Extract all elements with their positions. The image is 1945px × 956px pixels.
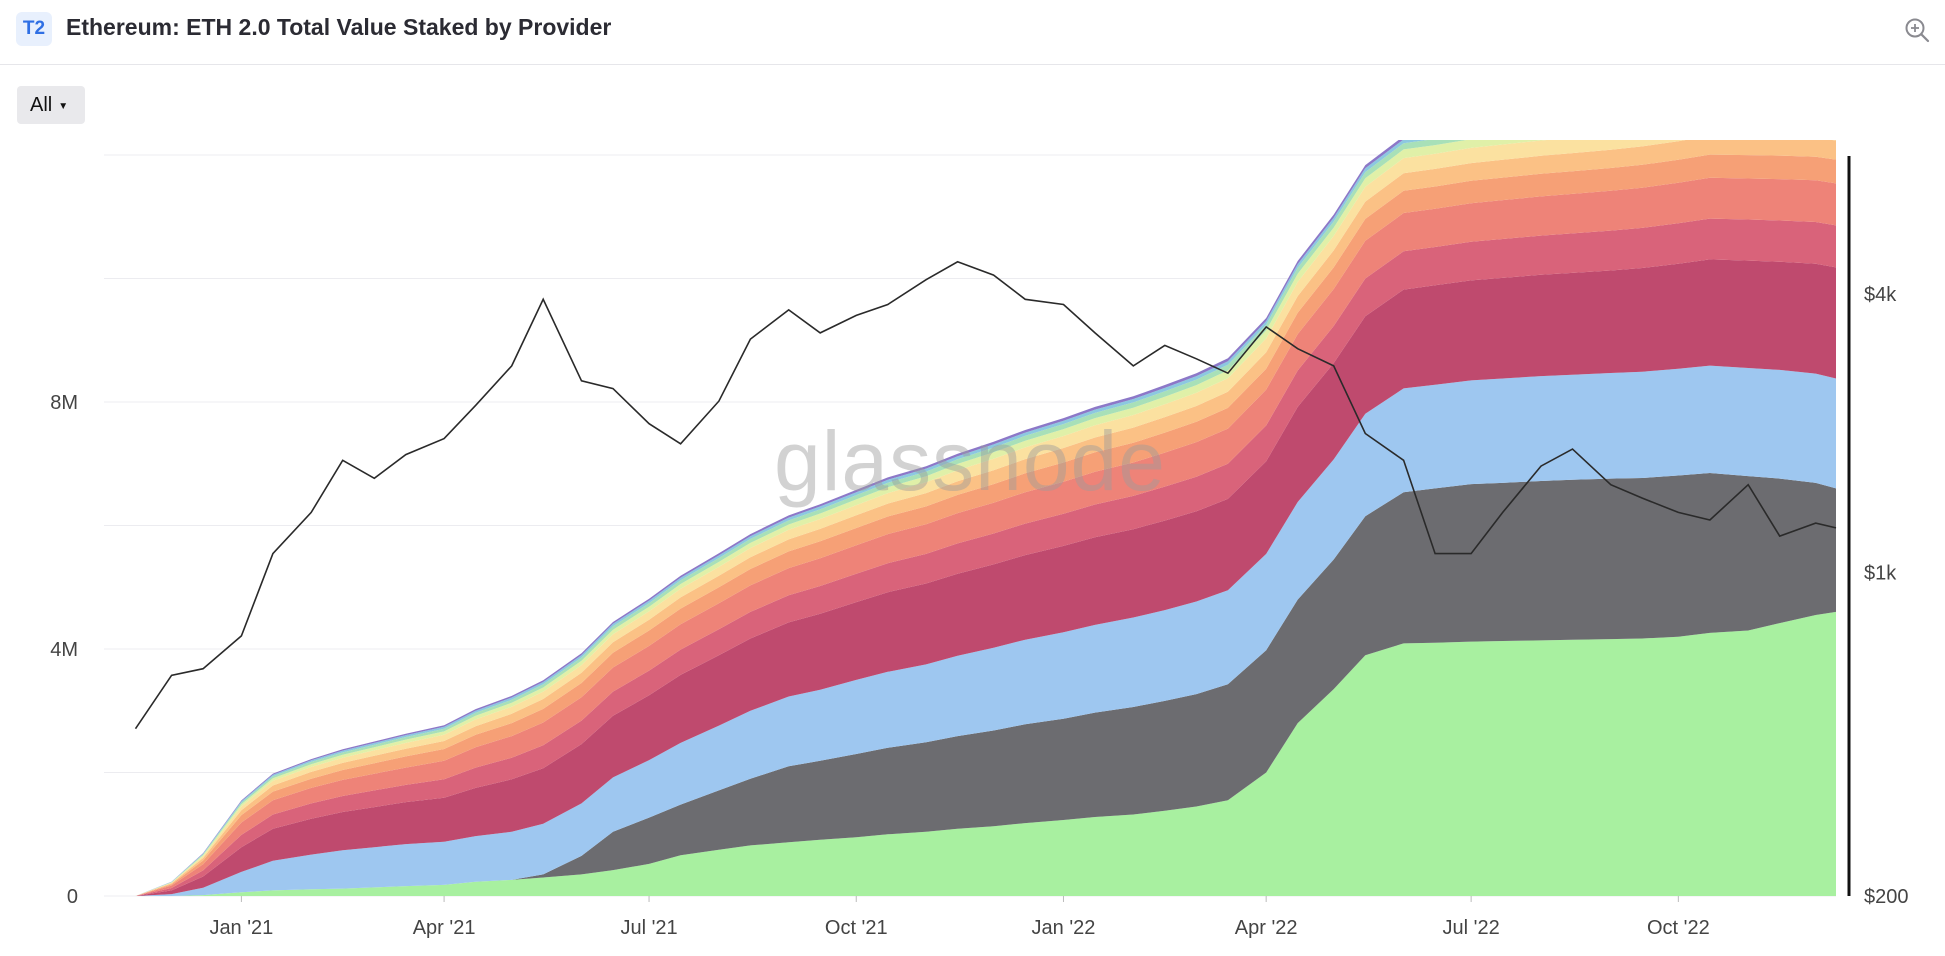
chart-header: T2 Ethereum: ETH 2.0 Total Value Staked …	[0, 0, 1945, 65]
stacked-area-chart: glassnode Jan '21 Apr '21 Jul '21 Oct '21 Ja…	[50, 140, 1909, 939]
tier-badge: T2	[16, 12, 52, 46]
area-series-2	[135, 473, 1836, 896]
staking-provider-areas	[135, 140, 1836, 897]
y-axis-left-ticks: 0 4M 8M	[50, 392, 78, 908]
chevron-down-icon: ▼	[58, 101, 69, 112]
y-left-tick-label: 4M	[50, 639, 78, 661]
x-axis-ticks: Jan '21 Apr '21 Jul '21 Oct '21 Jan '22 Apr '…	[209, 896, 1710, 939]
y-right-tick-label: $200	[1864, 886, 1909, 908]
price-line	[134, 260, 1837, 730]
y-left-tick-label: 8M	[50, 392, 78, 414]
y-left-tick-label: 0	[67, 886, 78, 908]
y-axis-right-ticks: $200 $1k $4k	[1864, 284, 1909, 908]
area-series-7	[135, 154, 1836, 897]
area-series-3	[135, 365, 1836, 897]
area-series-11	[135, 140, 1467, 896]
x-tick-label: Jan '21	[209, 917, 273, 939]
chart-title: Ethereum: ETH 2.0 Total Value Staked by …	[66, 14, 612, 40]
range-selector[interactable]: All ▼	[17, 86, 85, 124]
x-tick-label: Apr '22	[1235, 917, 1298, 939]
area-series-1	[135, 611, 1836, 896]
range-selector-label: All	[30, 94, 53, 116]
x-tick-label: Jul '22	[1443, 917, 1500, 939]
x-tick-label: Oct '22	[1647, 917, 1710, 939]
area-series-4	[135, 259, 1836, 896]
x-tick-label: Jan '22	[1032, 917, 1096, 939]
zoom-in-icon[interactable]	[1903, 16, 1931, 44]
x-tick-label: Jul '21	[620, 917, 677, 939]
y-right-tick-label: $4k	[1864, 284, 1897, 306]
area-series-6	[135, 177, 1836, 897]
y-right-tick-label: $1k	[1864, 563, 1897, 585]
x-tick-label: Apr '21	[413, 917, 476, 939]
x-tick-label: Oct '21	[825, 917, 888, 939]
watermark: glassnode	[774, 414, 1166, 508]
area-series-5	[135, 218, 1836, 897]
